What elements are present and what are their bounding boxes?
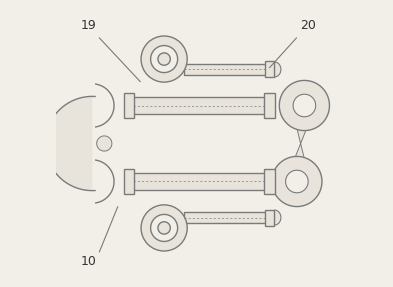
Polygon shape	[124, 93, 134, 118]
Polygon shape	[265, 61, 274, 77]
Polygon shape	[293, 94, 316, 117]
Polygon shape	[279, 80, 329, 131]
Polygon shape	[286, 170, 308, 193]
Circle shape	[141, 205, 187, 251]
Polygon shape	[96, 160, 114, 203]
Circle shape	[141, 36, 187, 82]
Polygon shape	[264, 169, 275, 194]
Polygon shape	[124, 169, 134, 194]
Polygon shape	[292, 123, 309, 164]
Text: 10: 10	[80, 255, 96, 268]
Polygon shape	[184, 212, 270, 223]
Text: 20: 20	[300, 19, 316, 32]
Polygon shape	[45, 96, 95, 191]
Polygon shape	[129, 97, 270, 114]
Polygon shape	[184, 64, 270, 75]
Circle shape	[158, 222, 170, 234]
Polygon shape	[129, 173, 270, 190]
Circle shape	[158, 53, 170, 65]
Polygon shape	[97, 136, 112, 151]
Circle shape	[151, 214, 178, 241]
Polygon shape	[96, 84, 114, 127]
Polygon shape	[272, 156, 322, 207]
Text: 19: 19	[80, 19, 96, 32]
Polygon shape	[274, 62, 281, 77]
Polygon shape	[274, 210, 281, 225]
Circle shape	[151, 46, 178, 73]
Polygon shape	[265, 210, 274, 226]
Polygon shape	[264, 93, 275, 118]
